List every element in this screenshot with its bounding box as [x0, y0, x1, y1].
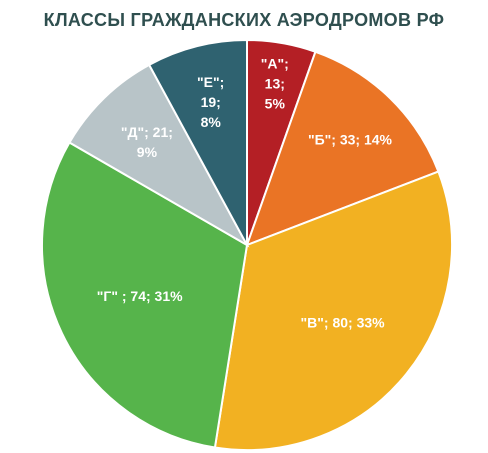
data-label-2-line-1: "Б"; 33; 14% [308, 131, 393, 147]
data-label-5-line-1: "Д"; 21; [121, 124, 173, 140]
data-label-1-line-1: "А"; [261, 55, 289, 71]
chart-title: КЛАССЫ ГРАЖДАНСКИХ АЭРОДРОМОВ РФ [43, 10, 445, 30]
data-label-1-line-3: 5% [265, 95, 286, 111]
data-label-6-line-1: "Е"; [197, 74, 224, 90]
data-label-4: "Г" ; 74; 31% [97, 288, 183, 304]
data-label-6-line-2: 19; [201, 94, 221, 110]
data-label-1: "А"; 13; 5% [261, 55, 289, 111]
pie-slice-5 [68, 63, 250, 248]
data-label-4-line-1: "Г" ; 74; 31% [97, 288, 183, 304]
pie-slice-4 [41, 141, 249, 449]
data-label-1-line-2: 13; [265, 75, 285, 91]
data-label-3: "В"; 80; 33% [301, 314, 386, 330]
pie-slice-3 [213, 170, 453, 451]
data-label-6-line-3: 8% [201, 114, 222, 130]
pie-slice-6 [147, 38, 248, 246]
data-label-6: "Е"; 19; 8% [197, 74, 224, 130]
data-label-2: "Б"; 33; 14% [308, 131, 393, 147]
pie-slice-2 [245, 50, 440, 247]
data-label-3-line-1: "В"; 80; 33% [301, 314, 386, 330]
data-label-5-line-2: 9% [137, 144, 158, 160]
data-label-5: "Д"; 21; 9% [121, 124, 173, 160]
